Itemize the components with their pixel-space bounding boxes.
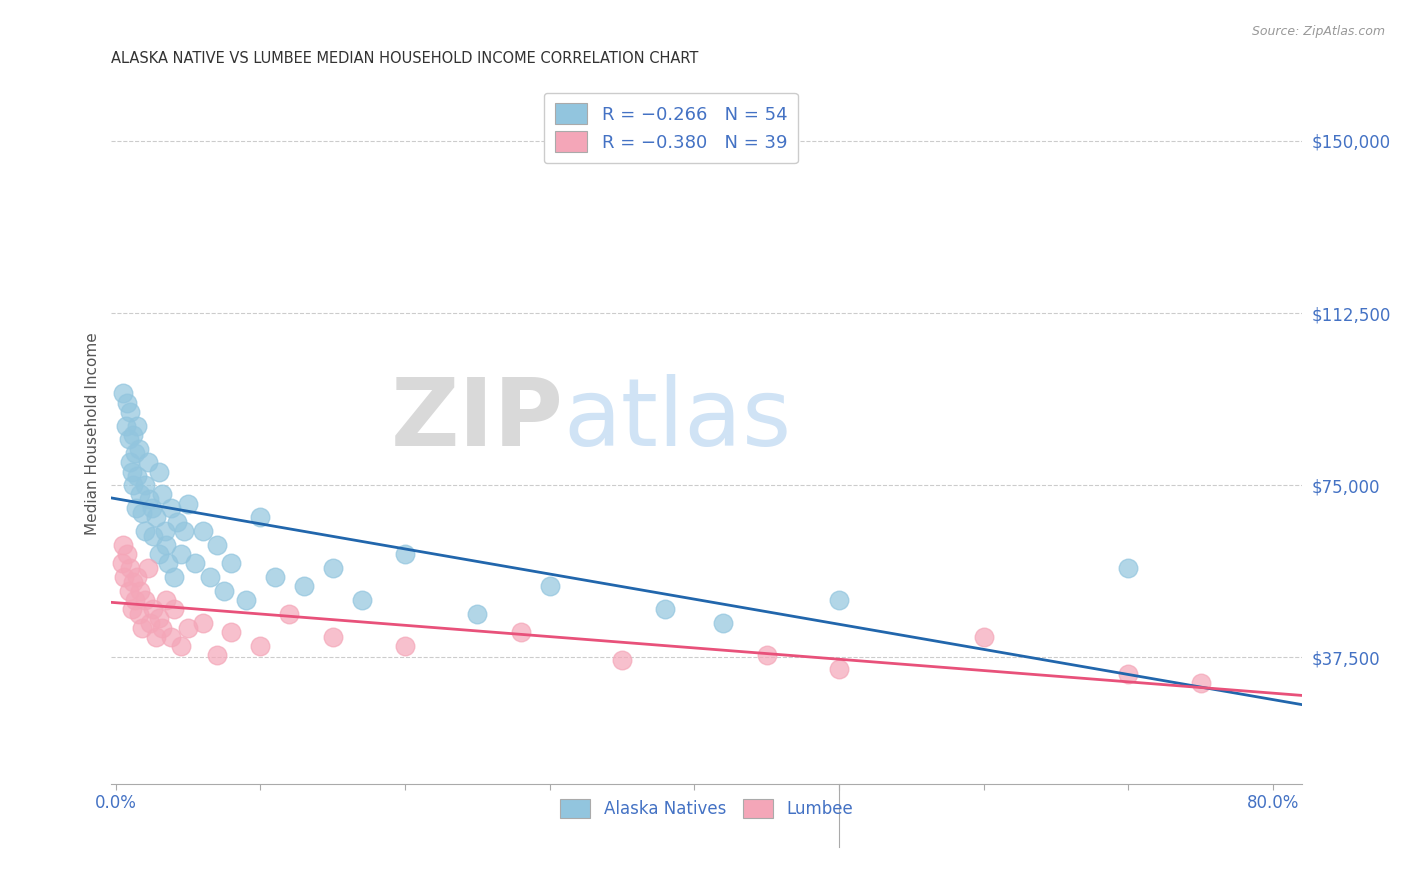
Point <box>162 602 184 616</box>
Point <box>828 662 851 676</box>
Point <box>125 501 148 516</box>
Point <box>122 427 145 442</box>
Point <box>127 570 149 584</box>
Point <box>134 593 156 607</box>
Point <box>136 561 159 575</box>
Point <box>127 469 149 483</box>
Point <box>121 602 143 616</box>
Point <box>150 487 173 501</box>
Point <box>122 478 145 492</box>
Text: ZIP: ZIP <box>391 374 564 466</box>
Point <box>141 501 163 516</box>
Text: ALASKA NATIVE VS LUMBEE MEDIAN HOUSEHOLD INCOME CORRELATION CHART: ALASKA NATIVE VS LUMBEE MEDIAN HOUSEHOLD… <box>111 51 699 66</box>
Point <box>150 621 173 635</box>
Point <box>212 583 235 598</box>
Point <box>322 561 344 575</box>
Point <box>129 583 152 598</box>
Point <box>131 621 153 635</box>
Point <box>118 583 141 598</box>
Point <box>117 547 139 561</box>
Point <box>221 557 243 571</box>
Point <box>177 497 200 511</box>
Point <box>117 395 139 409</box>
Point <box>170 639 193 653</box>
Legend: Alaska Natives, Lumbee: Alaska Natives, Lumbee <box>554 792 859 824</box>
Text: atlas: atlas <box>564 374 792 466</box>
Point <box>278 607 301 621</box>
Point <box>145 630 167 644</box>
Point <box>156 557 179 571</box>
Point <box>124 593 146 607</box>
Point <box>122 574 145 589</box>
Point <box>110 557 132 571</box>
Point <box>142 529 165 543</box>
Point <box>205 538 228 552</box>
Point <box>177 621 200 635</box>
Point <box>120 561 142 575</box>
Point <box>131 506 153 520</box>
Point <box>828 593 851 607</box>
Point <box>292 579 315 593</box>
Point <box>170 547 193 561</box>
Point <box>127 418 149 433</box>
Point <box>138 491 160 506</box>
Point <box>115 418 138 433</box>
Point <box>120 405 142 419</box>
Point <box>467 607 489 621</box>
Point <box>134 524 156 539</box>
Point <box>121 465 143 479</box>
Point <box>142 602 165 616</box>
Point <box>973 630 995 644</box>
Point <box>1118 666 1140 681</box>
Point <box>124 446 146 460</box>
Point <box>148 465 170 479</box>
Point <box>120 455 142 469</box>
Point <box>509 625 531 640</box>
Point <box>394 639 416 653</box>
Point <box>538 579 561 593</box>
Point <box>155 538 177 552</box>
Point <box>1189 675 1212 690</box>
Y-axis label: Median Household Income: Median Household Income <box>86 332 100 535</box>
Point <box>322 630 344 644</box>
Point <box>191 615 214 630</box>
Point <box>128 442 150 456</box>
Point <box>654 602 676 616</box>
Point <box>139 615 162 630</box>
Point <box>159 501 181 516</box>
Point <box>394 547 416 561</box>
Point <box>198 570 221 584</box>
Point <box>111 386 134 401</box>
Point <box>711 615 734 630</box>
Point <box>191 524 214 539</box>
Point <box>755 648 778 662</box>
Point <box>111 538 134 552</box>
Point <box>184 557 207 571</box>
Text: Source: ZipAtlas.com: Source: ZipAtlas.com <box>1251 25 1385 38</box>
Point <box>162 570 184 584</box>
Point <box>205 648 228 662</box>
Point <box>129 487 152 501</box>
Point <box>350 593 373 607</box>
Point <box>134 478 156 492</box>
Point <box>136 455 159 469</box>
Point <box>610 653 633 667</box>
Point <box>221 625 243 640</box>
Point <box>118 433 141 447</box>
Point <box>112 570 135 584</box>
Point <box>166 515 188 529</box>
Point <box>145 510 167 524</box>
Point <box>128 607 150 621</box>
Point <box>1118 561 1140 575</box>
Point <box>148 611 170 625</box>
Point <box>249 510 271 524</box>
Point <box>249 639 271 653</box>
Point <box>173 524 195 539</box>
Point <box>153 524 176 539</box>
Point <box>159 630 181 644</box>
Point <box>148 547 170 561</box>
Point <box>235 593 257 607</box>
Point <box>263 570 285 584</box>
Point <box>155 593 177 607</box>
